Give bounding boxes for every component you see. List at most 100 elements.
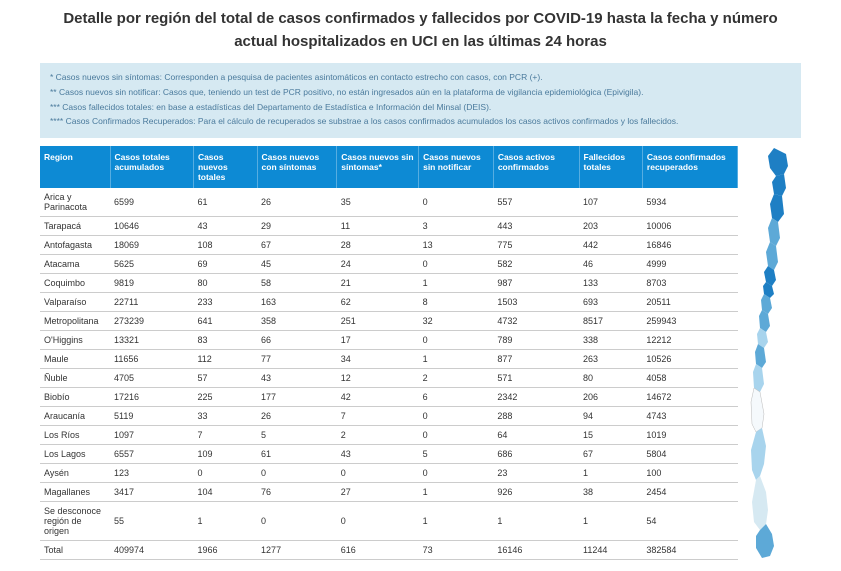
table-cell: 109 (193, 445, 257, 464)
table-cell: 13321 (110, 331, 193, 350)
table-cell: 23 (493, 464, 579, 483)
map-region (755, 344, 766, 368)
table-cell: 1097 (110, 426, 193, 445)
table-cell: 11 (337, 217, 419, 236)
table-cell: 382584 (642, 541, 737, 560)
table-row: Valparaíso22711233163628150369320511 (40, 293, 738, 312)
table-cell: 5 (257, 426, 337, 445)
table-cell: 13 (419, 236, 494, 255)
map-region (768, 218, 780, 246)
chile-map-svg (746, 146, 801, 566)
table-row: Aysén1230000231100 (40, 464, 738, 483)
map-region (766, 242, 778, 270)
table-cell: Biobío (40, 388, 110, 407)
table-cell: 5119 (110, 407, 193, 426)
note-4: **** Casos Confirmados Recuperados: Para… (50, 115, 791, 128)
table-cell: 1277 (257, 541, 337, 560)
table-row: Antofagasta1806910867281377544216846 (40, 236, 738, 255)
table-row: Arica y Parinacota659961263505571075934 (40, 188, 738, 217)
table-cell: 55 (110, 502, 193, 541)
table-row: Maule116561127734187726310526 (40, 350, 738, 369)
table-row: Biobío17216225177426234220614672 (40, 388, 738, 407)
table-cell: 1966 (193, 541, 257, 560)
table-row: Total40997419661277616731614611244382584 (40, 541, 738, 560)
data-table-container: RegionCasos totales acumuladosCasos nuev… (40, 146, 738, 571)
map-region (752, 476, 768, 530)
table-row: Coquimbo981980582119871338703 (40, 274, 738, 293)
table-cell: 987 (493, 274, 579, 293)
table-cell: 73 (419, 541, 494, 560)
table-cell: 83 (193, 331, 257, 350)
table-cell: 43 (257, 369, 337, 388)
table-cell: 20511 (642, 293, 737, 312)
table-cell: 4705 (110, 369, 193, 388)
table-cell: 2 (337, 426, 419, 445)
column-header: Casos nuevos sin síntomas* (337, 146, 419, 188)
table-cell: 104 (193, 483, 257, 502)
table-cell: 4732 (493, 312, 579, 331)
table-cell: 42 (337, 388, 419, 407)
table-cell: 775 (493, 236, 579, 255)
table-cell: 4058 (642, 369, 737, 388)
table-cell: 10006 (642, 217, 737, 236)
table-cell: 32 (419, 312, 494, 331)
table-cell: 34 (337, 350, 419, 369)
table-cell: 5934 (642, 188, 737, 217)
table-cell: 263 (579, 350, 642, 369)
table-cell: 0 (419, 188, 494, 217)
table-cell: Valparaíso (40, 293, 110, 312)
table-cell: 18069 (110, 236, 193, 255)
table-cell: 45 (257, 255, 337, 274)
table-cell: 100 (642, 464, 737, 483)
table-cell: 38 (579, 483, 642, 502)
table-cell: 16146 (493, 541, 579, 560)
table-cell: 571 (493, 369, 579, 388)
table-cell: 27 (337, 483, 419, 502)
table-cell: 107 (579, 188, 642, 217)
table-cell: 163 (257, 293, 337, 312)
table-cell: 1503 (493, 293, 579, 312)
table-row: O'Higgins13321836617078933812212 (40, 331, 738, 350)
table-cell: 1 (193, 502, 257, 541)
table-cell: 686 (493, 445, 579, 464)
table-cell: 225 (193, 388, 257, 407)
table-cell: 10646 (110, 217, 193, 236)
table-cell: 76 (257, 483, 337, 502)
column-header: Casos confirmados recuperados (642, 146, 737, 188)
table-cell: 2342 (493, 388, 579, 407)
map-region (772, 174, 786, 196)
table-cell: O'Higgins (40, 331, 110, 350)
table-cell: 77 (257, 350, 337, 369)
table-cell: 877 (493, 350, 579, 369)
table-cell: 1 (493, 502, 579, 541)
map-region (751, 428, 766, 480)
table-cell: Tarapacá (40, 217, 110, 236)
table-cell: 4999 (642, 255, 737, 274)
column-header: Casos activos confirmados (493, 146, 579, 188)
table-cell: 112 (193, 350, 257, 369)
table-cell: Arica y Parinacota (40, 188, 110, 217)
table-cell: 29 (257, 217, 337, 236)
table-cell: 69 (193, 255, 257, 274)
table-cell: 2 (419, 369, 494, 388)
page-title: Detalle por región del total de casos co… (40, 8, 801, 53)
table-cell: 123 (110, 464, 193, 483)
table-cell: Total (40, 541, 110, 560)
column-header: Casos nuevos totales (193, 146, 257, 188)
table-cell: 24 (337, 255, 419, 274)
table-cell: 6599 (110, 188, 193, 217)
table-cell: 26 (257, 188, 337, 217)
table-cell: 641 (193, 312, 257, 331)
table-cell: 1 (419, 274, 494, 293)
table-cell: 0 (419, 464, 494, 483)
table-cell: 17 (337, 331, 419, 350)
table-cell: Los Lagos (40, 445, 110, 464)
table-cell: 14672 (642, 388, 737, 407)
column-header: Casos nuevos con síntomas (257, 146, 337, 188)
table-cell: 2454 (642, 483, 737, 502)
table-cell: 35 (337, 188, 419, 217)
table-cell: 7 (193, 426, 257, 445)
table-cell: 442 (579, 236, 642, 255)
table-cell: 108 (193, 236, 257, 255)
table-cell: Maule (40, 350, 110, 369)
